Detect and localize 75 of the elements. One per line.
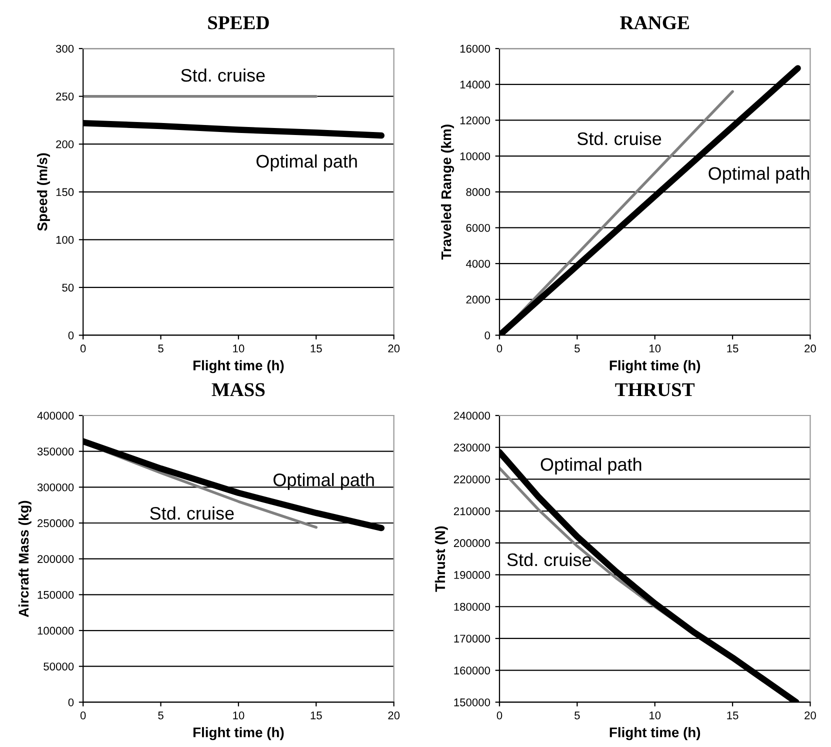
y-tick-label: 350000 — [37, 448, 74, 456]
y-tick-label: 200 — [56, 140, 74, 148]
x-tick-label: 20 — [804, 344, 816, 352]
chart-title: MASS — [212, 383, 265, 396]
x-tick-label: 10 — [650, 712, 661, 720]
y-tick-label: 250 — [56, 92, 74, 100]
x-tick-label: 0 — [496, 712, 502, 720]
x-tick-label: 15 — [727, 344, 738, 352]
series-label: Optimal path — [540, 458, 642, 474]
y-tick-label: 170000 — [454, 634, 490, 643]
series-label: Optimal path — [708, 166, 810, 184]
y-tick-label: 100 — [56, 236, 74, 244]
y-axis-title: Thrust (N) — [434, 526, 448, 592]
y-tick-label: 0 — [68, 332, 74, 340]
x-axis-title: Flight time (h) — [610, 727, 700, 740]
x-tick-label: 20 — [388, 712, 400, 720]
chart-title: THRUST — [615, 383, 695, 396]
y-tick-label: 250000 — [38, 519, 74, 528]
y-tick-label: 4000 — [466, 260, 490, 268]
y-tick-label: 0 — [68, 698, 74, 706]
x-tick-label: 5 — [574, 344, 580, 352]
y-tick-label: 100000 — [38, 626, 74, 635]
series-label: Std. cruise — [577, 132, 662, 146]
y-tick-label: 12000 — [460, 116, 490, 124]
series-label: Optimal path — [256, 154, 357, 172]
y-tick-label: 0 — [484, 332, 490, 340]
y-tick-label: 200000 — [38, 555, 74, 563]
x-tick-label: 0 — [80, 344, 86, 352]
y-tick-label: 200000 — [454, 539, 490, 548]
x-axis-title: Flight time (h) — [194, 727, 284, 740]
x-tick-label: 5 — [574, 712, 580, 720]
x-tick-label: 15 — [310, 712, 322, 720]
x-tick-label: 10 — [233, 344, 244, 352]
y-tick-label: 8000 — [466, 188, 490, 196]
y-axis-title: Aircraft Mass (kg) — [18, 500, 32, 618]
y-axis-title: Traveled Range (km) — [441, 124, 454, 260]
y-tick-label: 150 — [56, 188, 74, 196]
chart-title: RANGE — [620, 16, 689, 30]
y-tick-label: 180000 — [454, 602, 490, 611]
y-tick-label: 16000 — [460, 44, 490, 53]
y-tick-label: 50 — [62, 284, 74, 292]
y-tick-label: 150000 — [38, 590, 74, 599]
y-axis-title: Speed (m/s) — [37, 153, 50, 231]
y-tick-label: 150000 — [454, 698, 490, 706]
y-tick-label: 6000 — [466, 224, 490, 232]
y-tick-label: 50000 — [44, 662, 74, 670]
y-tick-label: 190000 — [454, 571, 490, 579]
x-tick-label: 20 — [388, 344, 400, 352]
y-tick-label: 210000 — [454, 507, 490, 516]
x-tick-label: 10 — [650, 344, 661, 352]
y-tick-label: 14000 — [460, 80, 490, 89]
y-tick-label: 400000 — [37, 412, 74, 420]
x-tick-label: 0 — [80, 712, 86, 720]
x-tick-label: 15 — [310, 344, 322, 352]
x-axis-title: Flight time (h) — [610, 360, 700, 374]
y-tick-label: 2000 — [466, 296, 490, 304]
y-tick-label: 240000 — [454, 412, 490, 420]
series-label: Std. cruise — [150, 506, 234, 520]
y-tick-label: 300000 — [37, 483, 74, 492]
y-tick-label: 10000 — [460, 152, 490, 160]
series-label: Std. cruise — [181, 68, 265, 82]
x-axis-title: Flight time (h) — [194, 360, 284, 374]
x-tick-label: 5 — [158, 344, 164, 352]
y-tick-label: 230000 — [454, 444, 490, 452]
x-tick-label: 10 — [233, 712, 244, 720]
x-tick-label: 0 — [496, 344, 502, 352]
x-tick-label: 15 — [727, 712, 738, 720]
x-tick-label: 5 — [158, 712, 164, 720]
y-tick-label: 220000 — [454, 475, 490, 484]
x-tick-label: 20 — [804, 712, 816, 720]
y-tick-label: 300 — [56, 44, 74, 53]
series-label: Std. cruise — [507, 552, 591, 566]
y-tick-label: 160000 — [454, 666, 490, 674]
series-label: Optimal path — [274, 472, 374, 490]
chart-title: SPEED — [208, 16, 269, 30]
